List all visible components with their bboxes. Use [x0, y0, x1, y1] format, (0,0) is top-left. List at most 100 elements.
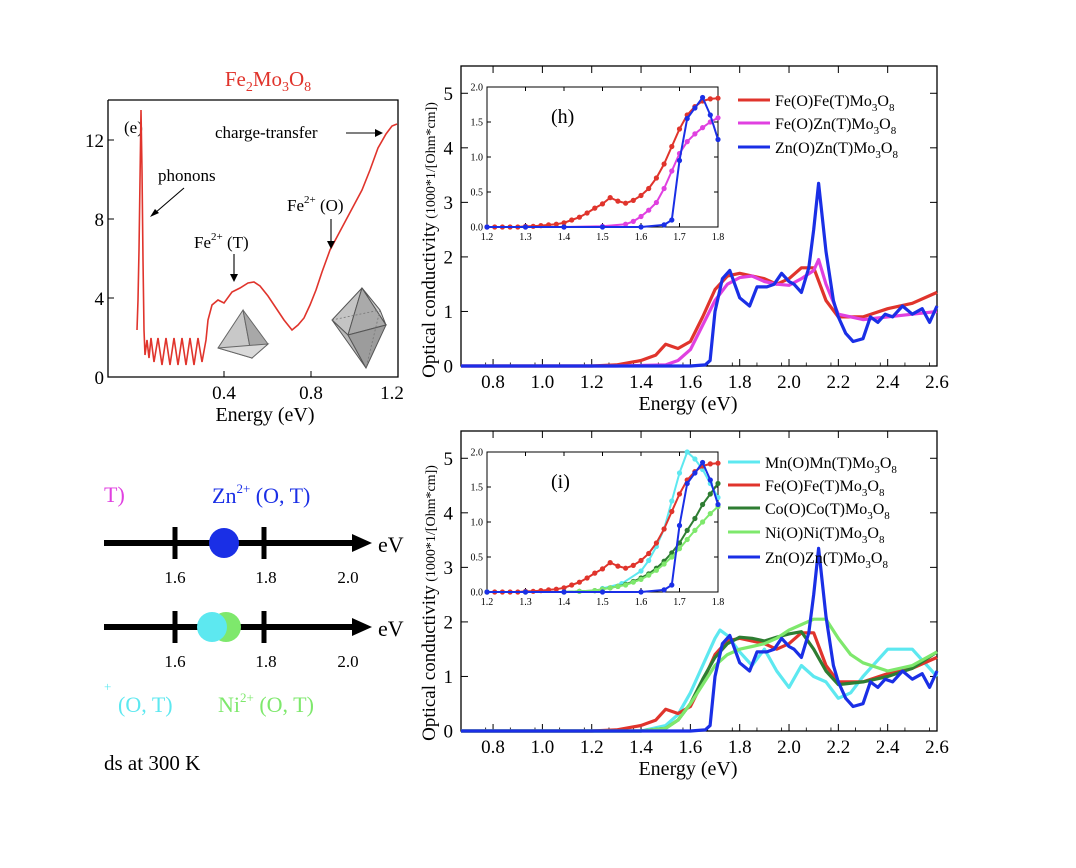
i-inset-series-point — [630, 579, 636, 585]
h-inset-series-point — [607, 195, 613, 201]
i-inset-xtick-label: 1.7 — [673, 597, 686, 608]
h-main-ytick-label: 0 — [444, 357, 454, 378]
h-inset-ytick-label: 2.0 — [471, 83, 484, 94]
h-inset-xtick-label: 1.5 — [596, 232, 609, 243]
h-inset-series-point — [684, 115, 690, 122]
h-inset-series-point — [700, 94, 706, 101]
panel-e-ytick: 12 — [85, 131, 104, 152]
scheme-tick-label: 1.8 — [255, 652, 276, 671]
i-inset-series-point — [569, 582, 575, 588]
h-inset-series-point — [661, 161, 667, 167]
panel-e-annotations: phonons charge-transfer Fe2+ (T) Fe2+ (O… — [150, 123, 383, 282]
i-inset-series-point — [715, 480, 721, 487]
h-inset-series-point — [569, 217, 575, 223]
i-inset-xtick-label: 1.3 — [519, 597, 532, 608]
i-main-xtick-label: 1.6 — [678, 737, 702, 758]
scheme-footer: ds at 300 K — [104, 751, 200, 775]
phonons-arrow — [154, 187, 185, 214]
i-inset-xtick-label: 1.2 — [481, 597, 494, 608]
h-inset-series-point — [615, 198, 621, 204]
i-inset-series-point — [599, 566, 606, 572]
i-inset-series-point — [599, 589, 606, 595]
i-main-xtick-label: 2.2 — [826, 737, 850, 758]
i-inset-xtick-label: 1.8 — [712, 597, 725, 608]
scheme-ni-label: Ni2+ (O, T) — [218, 690, 314, 717]
panel-e-xtick: 0.8 — [299, 383, 323, 404]
energy-scheme: T) Zn2+ (O, T) eV 1.6 1.8 2.0 eV 1.6 1.8… — [104, 481, 404, 775]
h-main-ytick-label: 5 — [444, 84, 454, 105]
h-inset-ytick-label: 1.0 — [471, 153, 484, 164]
scheme-ev-top: eV — [378, 532, 404, 557]
i-inset-series-point — [707, 461, 713, 467]
h-inset-series-point — [707, 96, 713, 102]
fe-o-arrowhead — [327, 241, 335, 249]
h-inset-ytick-label: 0.5 — [471, 188, 484, 199]
h-main-ytick-label: 3 — [444, 193, 454, 214]
i-inset-series-point — [561, 589, 567, 595]
scheme-ev-bottom: eV — [378, 616, 404, 641]
h-inset-xtick-label: 1.6 — [635, 232, 648, 243]
i-inset-series-point — [646, 550, 652, 557]
h-main-xtick-label: 0.8 — [481, 372, 505, 393]
i-inset-xtick-label: 1.4 — [558, 597, 571, 608]
h-main-xtick-label: 1.6 — [678, 372, 702, 393]
i-main-ytick-label: 4 — [444, 503, 454, 524]
tetrahedron-shape — [217, 308, 270, 359]
i-inset-ytick-label: 1.5 — [471, 483, 484, 494]
i-inset-series-point — [676, 522, 683, 529]
i-inset-series-point — [715, 460, 721, 466]
h-inset-series-point — [692, 105, 698, 111]
h-inset-ytick-label: 1.5 — [471, 118, 484, 129]
h-inset-series-point — [669, 217, 675, 223]
h-inset-series-point — [707, 112, 713, 118]
h-inset-series-point — [599, 201, 606, 207]
panel-e-label: (e) — [124, 118, 143, 137]
fe-t-arrowhead — [230, 274, 238, 282]
h-inset-series-point — [561, 224, 567, 230]
h-inset-series-point — [522, 224, 529, 230]
i-inset-series-point — [661, 526, 667, 532]
panel-e-xlabel: Energy (eV) — [215, 404, 314, 426]
phonons-arrowhead — [150, 209, 159, 217]
i-inset-series-point — [638, 568, 644, 574]
h-inset-series-point — [623, 221, 629, 227]
i-inset-series-point — [692, 470, 698, 476]
i-main-ytick-label: 5 — [444, 449, 454, 470]
i-inset-series-point — [669, 582, 675, 588]
i-inset-series-point — [592, 570, 598, 576]
h-inset-xtick-label: 1.2 — [481, 232, 494, 243]
i-inset-series-point — [700, 501, 706, 508]
h-inset-series-point — [692, 131, 698, 137]
panel-h-legend: Fe(O)Fe(T)Mo3O8 Fe(O)Zn(T)Mo3O8 Zn(O)Zn(… — [738, 93, 898, 161]
h-main-series-line-2 — [461, 181, 939, 368]
i-inset-series-point — [623, 565, 629, 571]
h-inset-series-point — [653, 199, 660, 206]
scheme-tick-label: 2.0 — [337, 568, 358, 587]
scheme-co-partial-superscript: + — [104, 679, 111, 694]
h-inset-xtick-label: 1.8 — [712, 232, 725, 243]
h-inset-series-point — [638, 192, 644, 199]
panel-e-xticks: 0.4 0.8 1.2 — [212, 371, 404, 404]
annotation-charge-transfer: charge-transfer — [215, 123, 318, 142]
i-inset-series-point — [553, 586, 559, 592]
i-main-xtick-label: 1.8 — [728, 737, 752, 758]
i-inset-series-point — [669, 508, 675, 515]
h-inset-series-point — [638, 224, 644, 230]
i-main-ytick-label: 1 — [444, 667, 454, 688]
h-inset-ytick-label: 0.0 — [471, 223, 484, 234]
i-inset-series-point — [707, 491, 713, 497]
i-inset-series-point — [646, 572, 652, 578]
h-inset-series-point — [653, 175, 660, 181]
legend-label-ni-ni: Ni(O)Ni(T)Mo3O8 — [765, 525, 885, 546]
i-main-xtick-label: 2.0 — [777, 737, 801, 758]
annotation-phonons: phonons — [158, 166, 216, 185]
i-main-xtick-label: 0.8 — [481, 737, 505, 758]
i-inset-series-point — [653, 567, 660, 573]
scheme-top-left-label: T) — [104, 482, 125, 507]
i-main-xtick-label: 2.6 — [925, 737, 949, 758]
i-main-plot: 0.8 1.0 1.2 1.4 1.6 1.8 2.0 2.2 2.4 2.6 0 1 2 3 4 5 — [444, 430, 949, 758]
i-inset-series-point — [669, 498, 675, 504]
h-inset-series-point — [715, 115, 721, 121]
i-inset-series-point — [700, 459, 706, 466]
